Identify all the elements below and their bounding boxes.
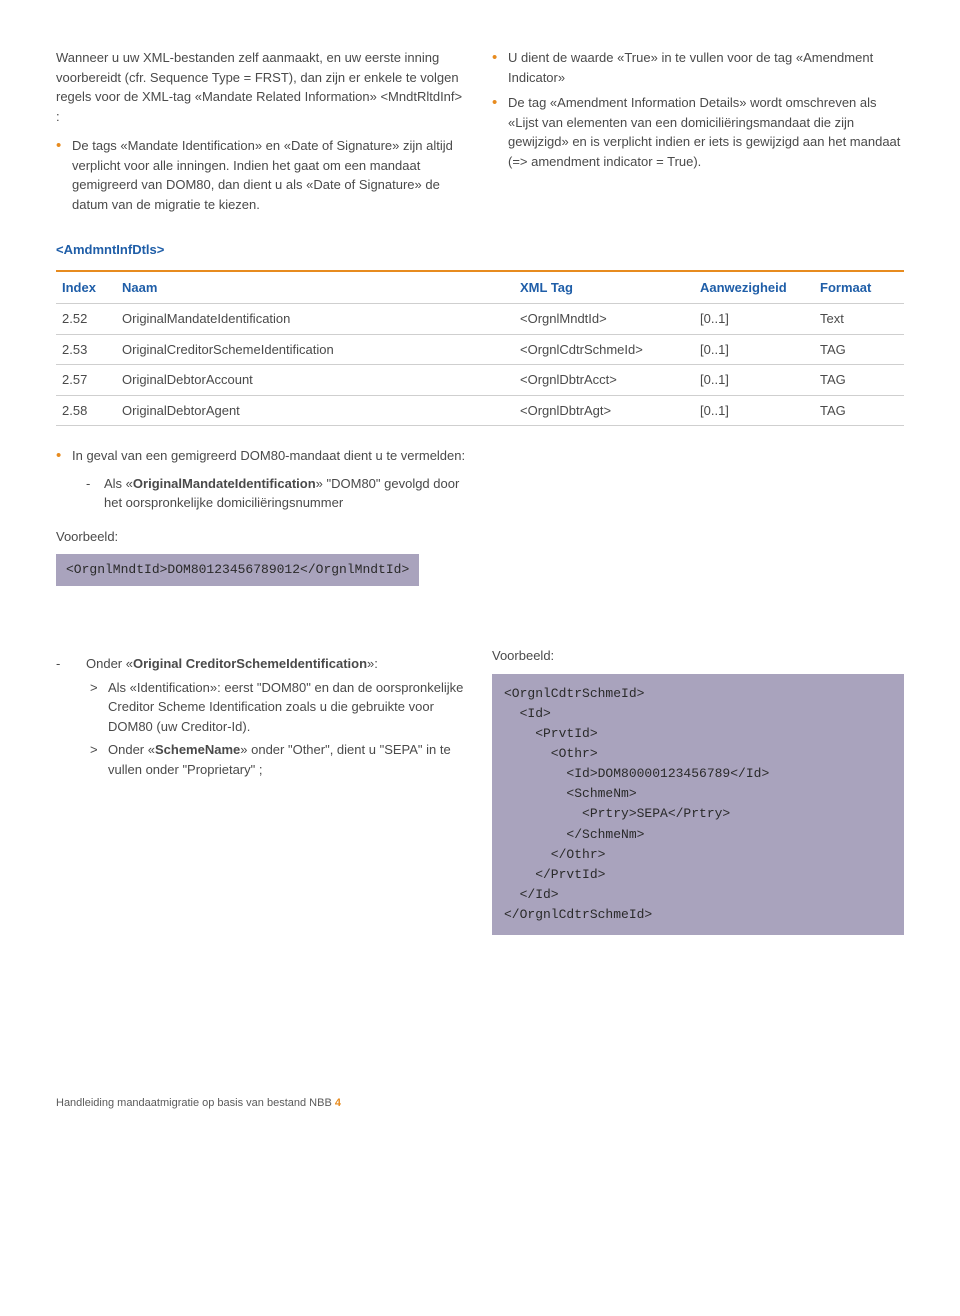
cell: TAG bbox=[814, 334, 904, 365]
right-bullets: U dient de waarde «True» in te vullen vo… bbox=[492, 48, 904, 171]
code-example-1: <OrgnlMndtId>DOM80123456789012</OrgnlMnd… bbox=[56, 554, 419, 586]
cell: <OrgnlCdtrSchmeId> bbox=[514, 334, 694, 365]
cell: [0..1] bbox=[694, 365, 814, 396]
cell: TAG bbox=[814, 365, 904, 396]
intro-paragraph: Wanneer u uw XML-bestanden zelf aanmaakt… bbox=[56, 48, 468, 126]
table-header-row: Index Naam XML Tag Aanwezigheid Formaat bbox=[56, 271, 904, 304]
cell: Text bbox=[814, 304, 904, 335]
dash-item-2: Onder «Original CreditorSchemeIdentifica… bbox=[56, 654, 468, 779]
after-table-bullets: In geval van een gemigreerd DOM80-mandaa… bbox=[56, 446, 476, 513]
right-bullet-2: De tag «Amendment Information Details» w… bbox=[492, 93, 904, 171]
voorbeeld-label-1: Voorbeeld: bbox=[56, 527, 904, 547]
cell: [0..1] bbox=[694, 304, 814, 335]
th-formaat: Formaat bbox=[814, 271, 904, 304]
cell: OriginalMandateIdentification bbox=[116, 304, 514, 335]
gt-item-1: Als «Identification»: eerst "DOM80" en d… bbox=[86, 678, 468, 737]
cell: [0..1] bbox=[694, 334, 814, 365]
dash2-prefix: Onder « bbox=[86, 656, 133, 671]
left-bullet-1: De tags «Mandate Identification» en «Dat… bbox=[56, 136, 468, 214]
left-bullets: De tags «Mandate Identification» en «Dat… bbox=[56, 136, 468, 214]
page-footer: Handleiding mandaatmigratie op basis van… bbox=[56, 1095, 904, 1112]
tag-title: <AmdmntInfDtls> bbox=[56, 240, 904, 260]
dash-bold: OriginalMandateIdentification bbox=[133, 476, 316, 491]
right-column: U dient de waarde «True» in te vullen vo… bbox=[492, 48, 904, 220]
right-bullet-1: U dient de waarde «True» in te vullen vo… bbox=[492, 48, 904, 87]
table-row: 2.52 OriginalMandateIdentification <Orgn… bbox=[56, 304, 904, 335]
table-row: 2.58 OriginalDebtorAgent <OrgnlDbtrAgt> … bbox=[56, 395, 904, 426]
footer-page: 4 bbox=[335, 1097, 341, 1109]
cell: 2.52 bbox=[56, 304, 116, 335]
lower-right-column: Voorbeeld: <OrgnlCdtrSchmeId> <Id> <Prvt… bbox=[492, 646, 904, 935]
sub-bullet-wrap: Als «OriginalMandateIdentification» "DOM… bbox=[72, 474, 476, 513]
bullet-text: In geval van een gemigreerd DOM80-mandaa… bbox=[72, 448, 465, 463]
xml-tags-table: Index Naam XML Tag Aanwezigheid Formaat … bbox=[56, 270, 904, 427]
gt2-bold: SchemeName bbox=[155, 742, 240, 757]
cell: 2.53 bbox=[56, 334, 116, 365]
top-two-columns: Wanneer u uw XML-bestanden zelf aanmaakt… bbox=[56, 48, 904, 220]
cell: OriginalCreditorSchemeIdentification bbox=[116, 334, 514, 365]
cell: [0..1] bbox=[694, 395, 814, 426]
cell: TAG bbox=[814, 395, 904, 426]
after-table-bullet: In geval van een gemigreerd DOM80-mandaa… bbox=[56, 446, 476, 513]
code-example-1-wrap: <OrgnlMndtId>DOM80123456789012</OrgnlMnd… bbox=[56, 554, 904, 586]
th-naam: Naam bbox=[116, 271, 514, 304]
gt-item-2: Onder «SchemeName» onder "Other", dient … bbox=[86, 740, 468, 779]
code-example-2: <OrgnlCdtrSchmeId> <Id> <PrvtId> <Othr> … bbox=[492, 674, 904, 936]
footer-text: Handleiding mandaatmigratie op basis van… bbox=[56, 1097, 332, 1109]
dash-item-1: Als «OriginalMandateIdentification» "DOM… bbox=[86, 474, 476, 513]
gt2-a: Onder « bbox=[108, 742, 155, 757]
cell: 2.57 bbox=[56, 365, 116, 396]
th-xmltag: XML Tag bbox=[514, 271, 694, 304]
after-table-block: In geval van een gemigreerd DOM80-mandaa… bbox=[56, 446, 476, 513]
dash2-bold: Original CreditorSchemeIdentification bbox=[133, 656, 367, 671]
lower-left-column: Onder «Original CreditorSchemeIdentifica… bbox=[56, 646, 468, 935]
table-row: 2.57 OriginalDebtorAccount <OrgnlDbtrAcc… bbox=[56, 365, 904, 396]
cell: <OrgnlMndtId> bbox=[514, 304, 694, 335]
cell: <OrgnlDbtrAgt> bbox=[514, 395, 694, 426]
dash-prefix: Als « bbox=[104, 476, 133, 491]
dash2-rest: »: bbox=[367, 656, 378, 671]
cell: 2.58 bbox=[56, 395, 116, 426]
lower-two-columns: Onder «Original CreditorSchemeIdentifica… bbox=[56, 646, 904, 935]
cell: OriginalDebtorAccount bbox=[116, 365, 514, 396]
table-row: 2.53 OriginalCreditorSchemeIdentificatio… bbox=[56, 334, 904, 365]
voorbeeld-label-2: Voorbeeld: bbox=[492, 646, 904, 666]
th-index: Index bbox=[56, 271, 116, 304]
left-column: Wanneer u uw XML-bestanden zelf aanmaakt… bbox=[56, 48, 468, 220]
cell: OriginalDebtorAgent bbox=[116, 395, 514, 426]
th-aanwezigheid: Aanwezigheid bbox=[694, 271, 814, 304]
cell: <OrgnlDbtrAcct> bbox=[514, 365, 694, 396]
